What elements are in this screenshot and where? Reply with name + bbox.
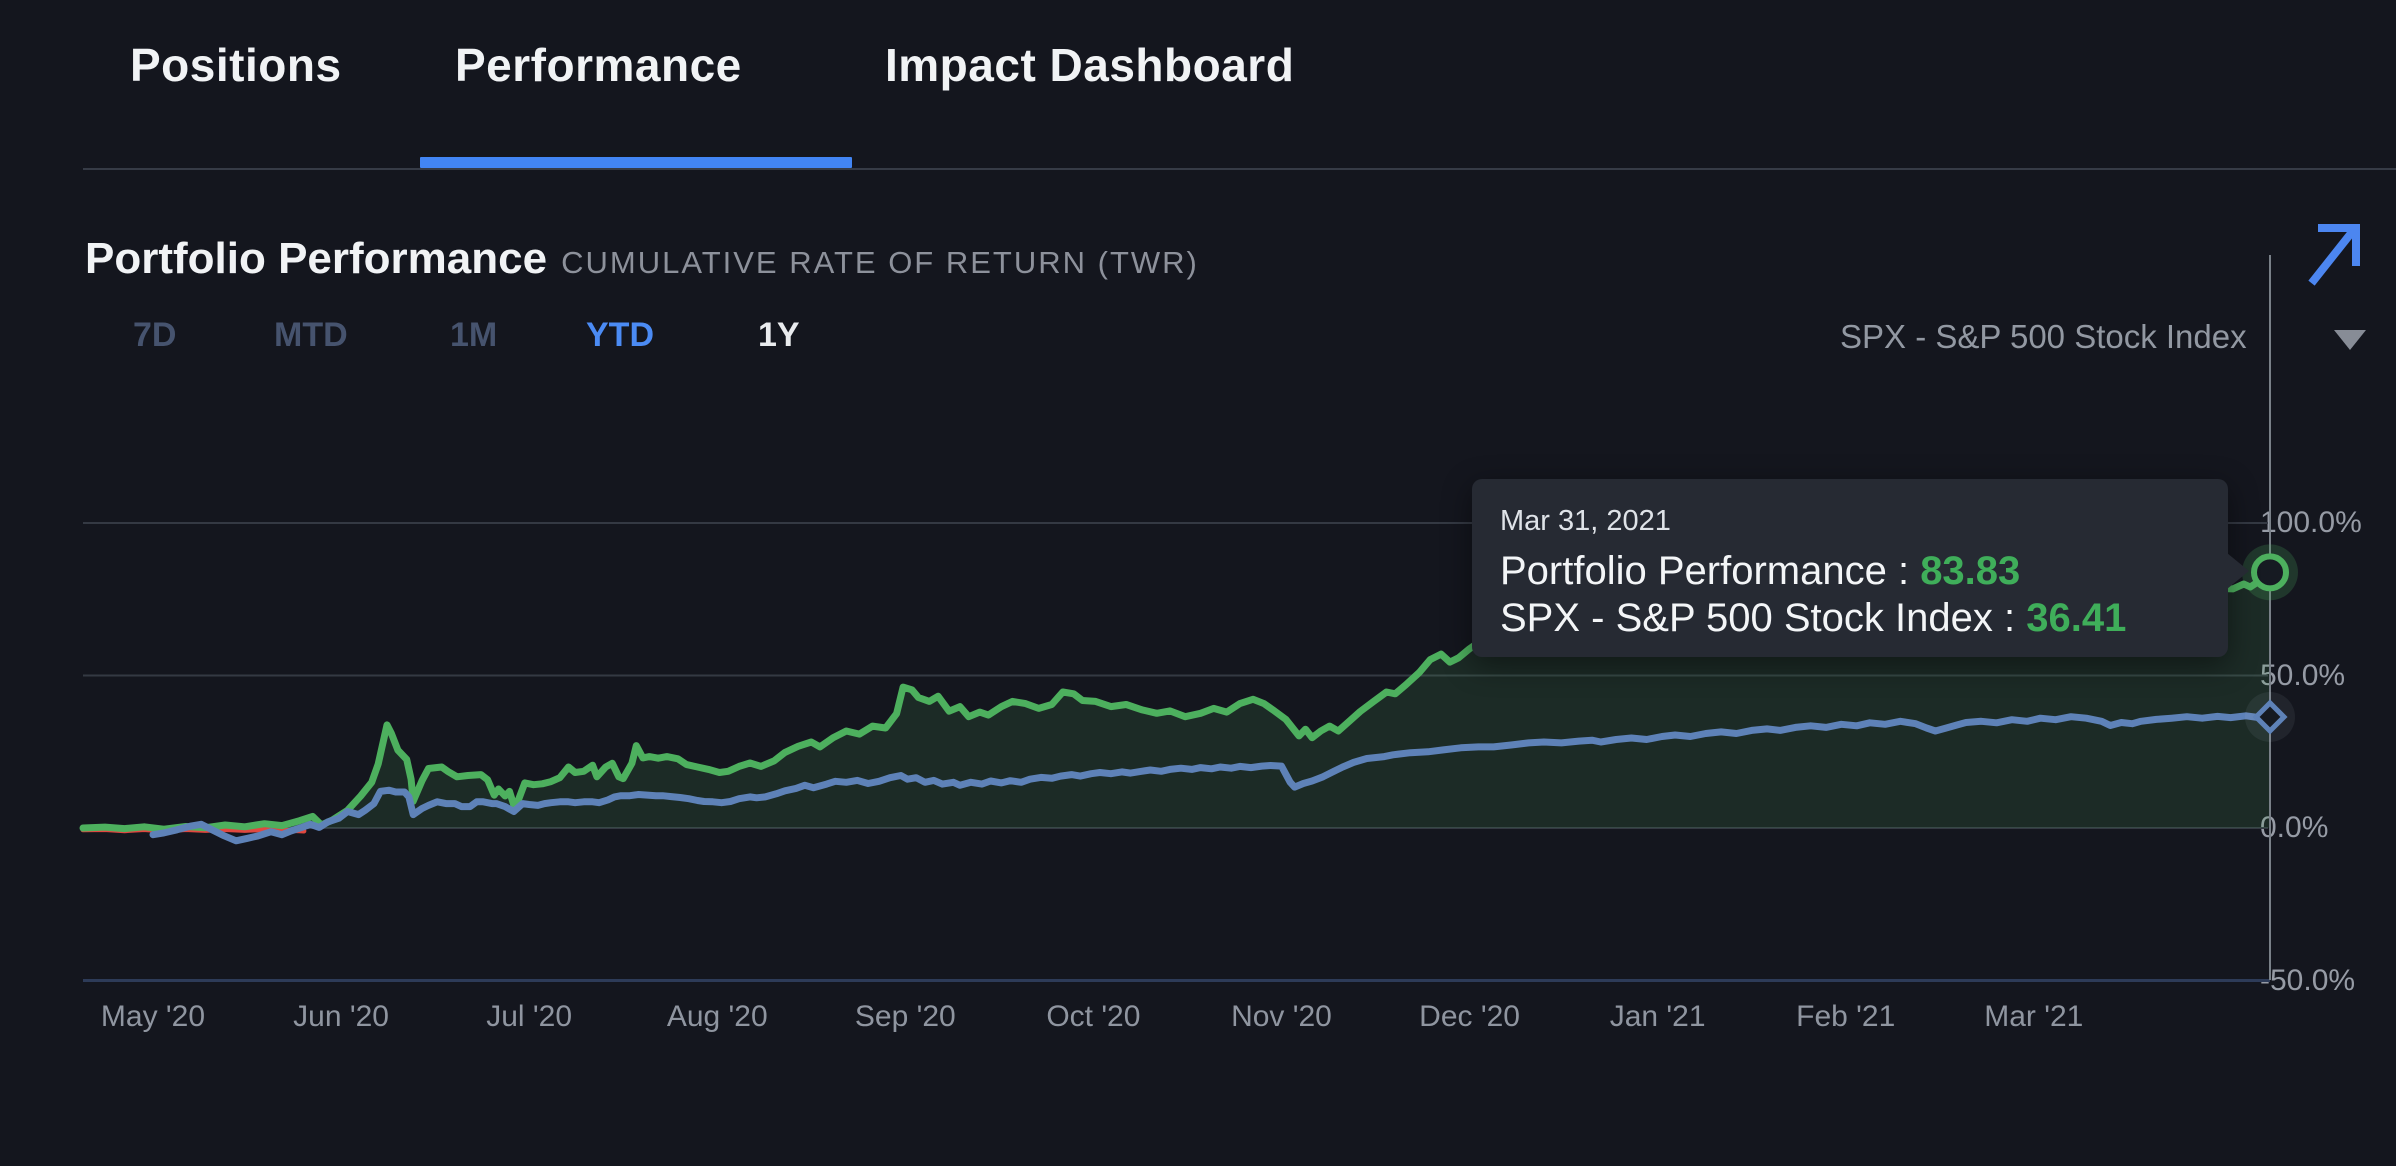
chart-tooltip: Mar 31, 2021 Portfolio Performance : 83.… — [1472, 479, 2249, 657]
range-1y[interactable]: 1Y — [758, 316, 800, 354]
x-tick-label: Sep '20 — [854, 1000, 956, 1033]
header-divider — [83, 168, 2396, 170]
benchmark-select[interactable]: SPX - S&P 500 Stock Index — [1840, 318, 2247, 355]
chevron-down-icon[interactable] — [2334, 330, 2366, 350]
tab-impact-dashboard[interactable]: Impact Dashboard — [885, 39, 1295, 91]
page-title: Portfolio Performance — [85, 234, 548, 283]
x-tick-label: Dec '20 — [1419, 1000, 1520, 1033]
title-row: Portfolio Performance CUMULATIVE RATE OF … — [85, 234, 1199, 284]
tooltip-row-spx: SPX - S&P 500 Stock Index : 36.41 — [1500, 596, 2127, 641]
tooltip-date: Mar 31, 2021 — [1500, 505, 1671, 537]
spx-line — [149, 712, 2274, 845]
x-tick-label: Oct '20 — [1046, 1000, 1141, 1033]
tooltip-row-portfolio: Portfolio Performance : 83.83 — [1500, 549, 2021, 593]
y-tick-label: 0.0% — [2260, 811, 2329, 844]
x-tick-label: Jan '21 — [1609, 1000, 1706, 1033]
tab-performance[interactable]: Performance — [455, 39, 742, 91]
range-ytd[interactable]: YTD — [586, 316, 654, 354]
x-tick-label: Jun '20 — [293, 1000, 389, 1033]
y-tick-label: 100.0% — [2260, 506, 2362, 539]
x-tick-label: May '20 — [100, 1000, 206, 1033]
spx-marker-diamond — [2252, 699, 2288, 735]
range-mtd[interactable]: MTD — [274, 316, 348, 354]
tab-positions[interactable]: Positions — [130, 39, 342, 91]
tooltip-portfolio-value: 83.83 — [1920, 549, 2021, 593]
y-tick-label: -50.0% — [2260, 963, 2356, 997]
y-tick-label: 50.0% — [2260, 658, 2346, 692]
page-subtitle: CUMULATIVE RATE OF RETURN (TWR) — [561, 245, 1199, 280]
portfolio-marker-circle — [2251, 553, 2289, 592]
x-tick-label: Feb '21 — [1796, 1000, 1896, 1033]
x-tick-label: Mar '21 — [1984, 1000, 2084, 1033]
range-7d[interactable]: 7D — [133, 316, 177, 354]
tooltip-spx-value: 36.41 — [2026, 596, 2127, 641]
x-tick-label: Jul '20 — [486, 1000, 573, 1033]
x-tick-label: Nov '20 — [1231, 1000, 1332, 1033]
expand-arrow-icon[interactable] — [2300, 210, 2370, 290]
active-tab-underline — [420, 157, 852, 168]
range-1m[interactable]: 1M — [450, 316, 498, 354]
x-tick-label: Aug '20 — [666, 1000, 768, 1033]
